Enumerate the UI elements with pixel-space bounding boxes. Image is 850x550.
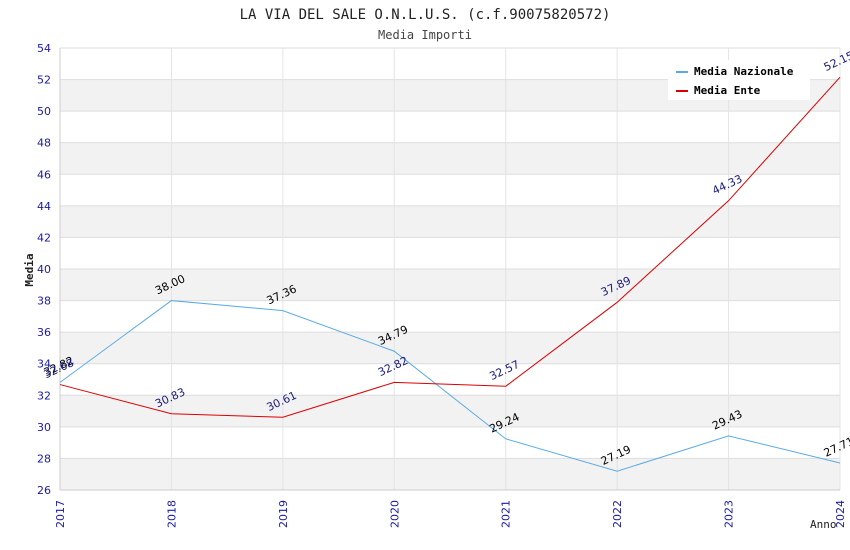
grid-band xyxy=(60,142,840,175)
y-tick-label: 26 xyxy=(37,484,51,497)
grid-band xyxy=(60,458,840,490)
legend-box xyxy=(668,60,810,100)
grid-band xyxy=(60,395,840,427)
y-axis-title: Media xyxy=(23,253,36,286)
x-tick-label: 2024 xyxy=(834,500,847,528)
data-label: 27.71 xyxy=(822,435,850,460)
x-tick-label: 2017 xyxy=(54,500,67,528)
x-tick-label: 2018 xyxy=(165,500,178,528)
x-tick-label: 2023 xyxy=(723,500,736,528)
y-tick-label: 36 xyxy=(37,326,51,339)
x-tick-label: 2022 xyxy=(611,500,624,528)
x-tick-labels: 2017 2018 2019 2020 2021 2022 2023 2024 xyxy=(54,500,847,528)
y-tick-label: 38 xyxy=(37,295,51,308)
legend: Media Nazionale Media Ente xyxy=(668,60,810,100)
legend-label-media-nazionale: Media Nazionale xyxy=(694,65,794,78)
data-label: 44.33 xyxy=(710,172,744,197)
y-tick-label: 54 xyxy=(37,42,51,55)
y-tick-label: 40 xyxy=(37,263,51,276)
y-tick-label: 34 xyxy=(37,358,51,371)
grid-band xyxy=(60,269,840,301)
x-axis-title: Anno xyxy=(810,518,837,531)
series-line-media-nazionale xyxy=(59,300,841,472)
y-tick-label: 28 xyxy=(37,452,51,465)
series-lines xyxy=(59,76,841,472)
chart-title: LA VIA DEL SALE O.N.L.U.S. (c.f.90075820… xyxy=(240,7,611,23)
legend-label-media-ente: Media Ente xyxy=(694,84,761,97)
grid-band xyxy=(60,332,840,364)
x-tick-label: 2019 xyxy=(277,500,290,528)
y-tick-label: 32 xyxy=(37,389,51,402)
y-tick-label: 46 xyxy=(37,168,51,181)
grid-band xyxy=(60,205,840,238)
y-tick-label: 30 xyxy=(37,421,51,434)
series-line-media-ente xyxy=(59,76,841,418)
y-tick-labels: 26 28 30 32 34 36 38 40 42 44 46 48 50 52 54 xyxy=(37,42,51,497)
y-tick-label: 44 xyxy=(37,200,51,213)
y-tick-label: 48 xyxy=(37,137,51,150)
plot-background-bands xyxy=(60,79,840,490)
y-tick-label: 52 xyxy=(37,74,51,87)
data-label: 52.15 xyxy=(822,49,850,74)
y-tick-label: 42 xyxy=(37,231,51,244)
y-tick-label: 50 xyxy=(37,105,51,118)
x-tick-label: 2021 xyxy=(500,500,513,528)
x-tick-label: 2020 xyxy=(388,500,401,528)
chart-subtitle: Media Importi xyxy=(378,28,472,42)
